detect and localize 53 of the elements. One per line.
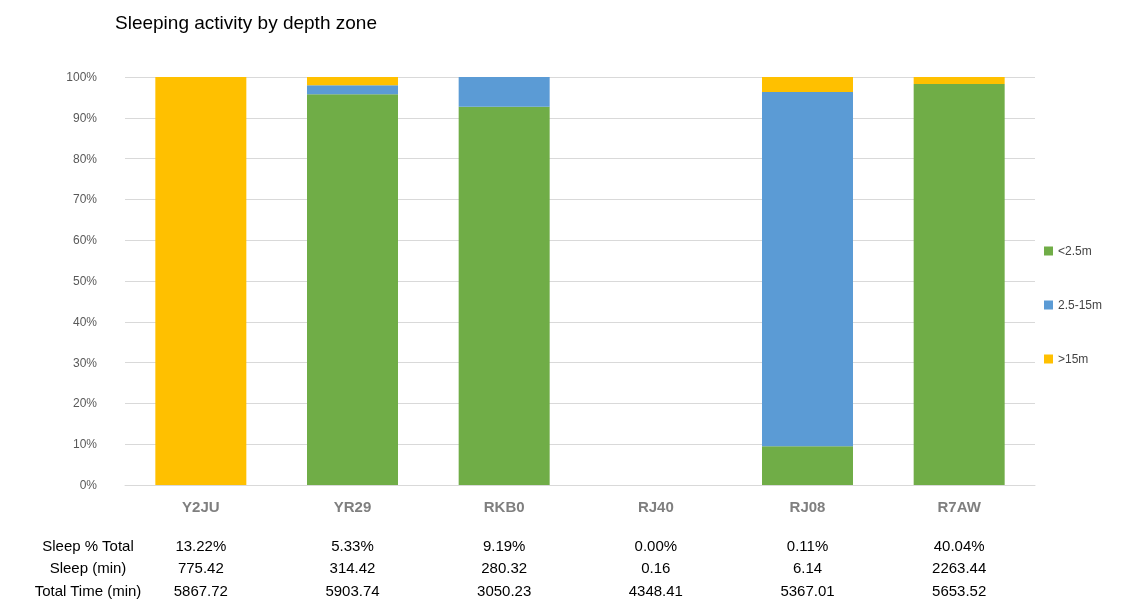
bar <box>458 77 550 107</box>
text: Total Time (min) <box>34 581 142 599</box>
text: 280.32 <box>481 558 528 576</box>
bar <box>155 77 247 485</box>
bar <box>913 77 1005 84</box>
bar <box>762 446 853 485</box>
text: 314.42 <box>329 558 376 576</box>
y-tick-label: 90% <box>72 110 98 125</box>
text: 0.11% <box>786 536 829 554</box>
bar <box>913 83 1005 485</box>
text: 13.22% <box>175 536 227 554</box>
bar <box>307 77 398 86</box>
text: 40.04% <box>933 536 985 554</box>
chart-title: Sleeping activity by depth zone <box>115 12 377 33</box>
text: 4348.41 <box>628 581 683 599</box>
y-tick-label: 50% <box>72 274 98 288</box>
bar <box>762 77 853 93</box>
y-tick-label: 70% <box>72 192 98 207</box>
y-tick-label: 10% <box>72 437 98 452</box>
bar <box>762 92 853 447</box>
y-tick-label: 40% <box>72 314 98 329</box>
text: 9.19% <box>482 536 526 554</box>
y-tick-label: 30% <box>72 355 98 370</box>
text: 2263.44 <box>932 558 987 576</box>
y-tick-label: 0% <box>79 478 98 492</box>
text: 3050.23 <box>477 581 532 599</box>
legend-label: <2.5m <box>1057 244 1092 258</box>
y-tick-label: 80% <box>72 151 98 166</box>
legend-label: 2.5-15m <box>1057 298 1103 312</box>
text: 5903.74 <box>325 581 380 599</box>
bar <box>307 85 398 95</box>
y-tick-label: 60% <box>72 233 98 248</box>
x-tick-label: RJ08 <box>789 498 826 515</box>
legend-label: >15m <box>1057 352 1089 366</box>
x-tick-label: RJ40 <box>637 498 674 515</box>
text: 775.42 <box>177 558 224 576</box>
text: 5867.72 <box>173 581 228 599</box>
bar <box>458 106 550 485</box>
text: 5653.52 <box>932 581 987 599</box>
text: Sleep (min) <box>49 558 127 576</box>
x-tick-label: R7AW <box>937 498 982 515</box>
text: 5367.01 <box>780 581 835 599</box>
text: 6.14 <box>792 558 823 576</box>
bar <box>307 94 398 485</box>
x-tick-label: Y2JU <box>182 498 220 515</box>
y-tick-label: 20% <box>72 396 98 411</box>
text: 0.16 <box>641 558 671 576</box>
text: 5.33% <box>331 536 374 554</box>
x-tick-label: YR29 <box>333 498 372 515</box>
text: Sleep % Total <box>42 536 134 554</box>
x-tick-label: RKB0 <box>483 498 525 515</box>
text: 0.00% <box>634 536 678 554</box>
y-tick-label: 100% <box>66 70 98 84</box>
